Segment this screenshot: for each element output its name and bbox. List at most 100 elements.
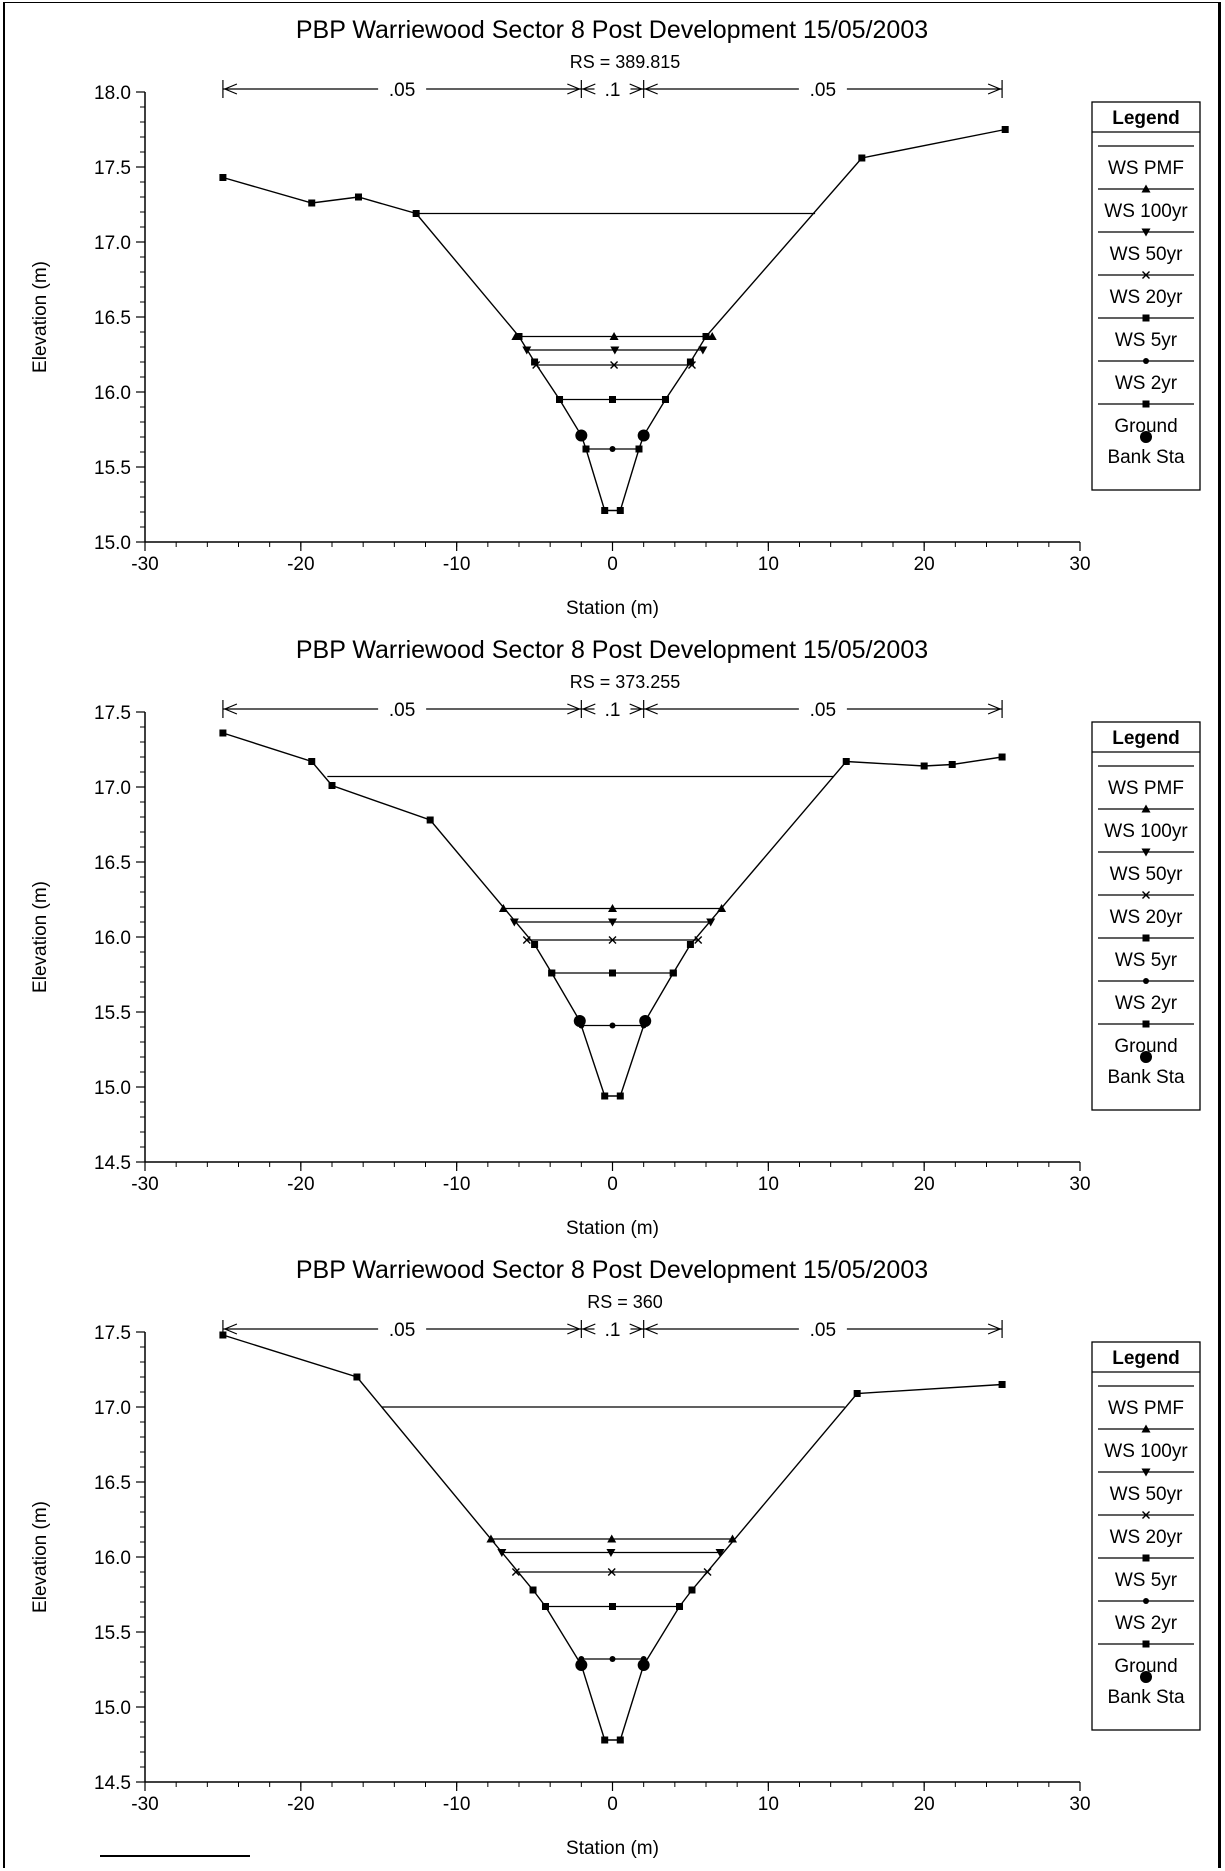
y-tick-label: 14.5 bbox=[94, 1153, 131, 1174]
y-tick-label: 17.0 bbox=[94, 778, 131, 799]
manning-n-label: .05 bbox=[810, 700, 836, 721]
legend-sample-marker bbox=[1140, 431, 1152, 443]
y-tick-label: 17.5 bbox=[94, 703, 131, 724]
legend-entry: Ground bbox=[1114, 416, 1177, 437]
ground-point bbox=[531, 941, 539, 948]
legend-sample-marker bbox=[1142, 1511, 1150, 1519]
manning-n-label: .1 bbox=[605, 700, 621, 721]
manning-arrow-left bbox=[644, 703, 658, 715]
manning-n-label: .05 bbox=[389, 80, 415, 101]
legend-sample-marker bbox=[1142, 934, 1150, 942]
y-tick-label: 15.5 bbox=[94, 458, 131, 479]
ground-point bbox=[541, 1603, 549, 1610]
legend-box bbox=[1091, 1341, 1201, 1731]
legend-entry: Bank Sta bbox=[1107, 1687, 1185, 1708]
x-tick-label: 30 bbox=[1069, 554, 1090, 575]
ground-point bbox=[601, 1736, 609, 1744]
legend-sample-marker bbox=[1143, 978, 1149, 984]
ground-point bbox=[842, 758, 850, 765]
ground-line bbox=[222, 1334, 1003, 1741]
x-tick-label: 30 bbox=[1069, 1794, 1090, 1815]
ground-point bbox=[616, 1736, 624, 1744]
legend-sample-marker bbox=[1140, 1051, 1152, 1063]
x-axis-label: Station (m) bbox=[566, 1838, 659, 1859]
manning-n-bar: .05 .1 .05 bbox=[222, 80, 1003, 101]
y-tick-label: 16.0 bbox=[94, 383, 131, 404]
ground-point bbox=[688, 1586, 696, 1594]
x-tick-label: 20 bbox=[914, 1794, 935, 1815]
ground-point bbox=[353, 1373, 361, 1381]
bank-station-marker bbox=[637, 429, 650, 442]
legend-entry: Ground bbox=[1114, 1036, 1177, 1057]
manning-n-label: .05 bbox=[810, 1320, 836, 1341]
x-tick-label: -20 bbox=[287, 1794, 314, 1815]
manning-arrow-right bbox=[987, 83, 1002, 95]
legend-sample-marker bbox=[1142, 891, 1150, 899]
x-axis-label: Station (m) bbox=[566, 1218, 659, 1239]
legend-sample-marker bbox=[1143, 358, 1149, 364]
x-tick-label: 10 bbox=[758, 1174, 779, 1195]
ws-marker bbox=[609, 332, 619, 340]
legend-entry: WS 5yr bbox=[1115, 950, 1178, 971]
y-axis-label: Elevation (m) bbox=[30, 261, 51, 373]
manning-arrow-right bbox=[629, 83, 644, 95]
figure-frame bbox=[3, 2, 1221, 1868]
manning-arrow-left bbox=[581, 703, 596, 715]
y-tick-label: 16.5 bbox=[94, 308, 131, 329]
footer-rule bbox=[100, 1855, 250, 1857]
ground-point bbox=[308, 758, 316, 765]
bank-station-marker bbox=[637, 1659, 650, 1671]
legend-sample-marker bbox=[1142, 400, 1150, 408]
bank-station-marker bbox=[575, 1659, 588, 1671]
legend-entry: WS 100yr bbox=[1104, 821, 1188, 842]
x-tick-label: -30 bbox=[131, 1174, 158, 1195]
y-tick-label: 16.0 bbox=[94, 928, 131, 949]
legend: Legend WS PMF WS 100yr WS 50yr WS 20yr WS 5yr… bbox=[1091, 1341, 1201, 1731]
y-tick-label: 17.0 bbox=[94, 1398, 131, 1419]
legend-title: Legend bbox=[1112, 728, 1180, 749]
manning-arrow-left bbox=[644, 83, 658, 95]
y-axis-label: Elevation (m) bbox=[30, 881, 51, 993]
legend-title: Legend bbox=[1112, 1348, 1180, 1369]
ws-marker bbox=[509, 918, 519, 927]
x-tick-label: -10 bbox=[443, 554, 470, 575]
chart-subtitle: RS = 389.815 bbox=[570, 52, 681, 72]
manning-arrow-left bbox=[644, 1323, 658, 1335]
x-tick-label: 10 bbox=[758, 1794, 779, 1815]
legend-entry: WS 20yr bbox=[1110, 287, 1184, 308]
ground-point bbox=[676, 1603, 684, 1610]
axes: 14.5 15.0 15.5 16.0 16.5 17.0 17.5 -30 -20 -10 0 10… bbox=[94, 1323, 1091, 1815]
legend-sample-marker bbox=[1141, 1468, 1151, 1477]
y-axis-label: Elevation (m) bbox=[30, 1501, 51, 1613]
manning-arrow-right bbox=[629, 1323, 644, 1335]
ws-marker bbox=[727, 1534, 737, 1543]
manning-n-label: .1 bbox=[605, 1320, 621, 1341]
cross-section-chart-1: PBP Warriewood Sector 8 Post Development… bbox=[30, 16, 1201, 619]
ground-point bbox=[998, 753, 1006, 761]
manning-arrow-right bbox=[987, 1323, 1002, 1335]
legend-entry: Bank Sta bbox=[1107, 447, 1185, 468]
ws-marker bbox=[609, 446, 616, 452]
x-tick-label: -20 bbox=[287, 554, 314, 575]
legend-entry: WS 100yr bbox=[1104, 201, 1188, 222]
y-tick-label: 16.5 bbox=[94, 853, 131, 874]
manning-arrow-left bbox=[581, 1323, 596, 1335]
ws-marker bbox=[511, 1568, 520, 1576]
x-tick-label: 20 bbox=[914, 554, 935, 575]
axes: 14.5 15.0 15.5 16.0 16.5 17.0 17.5 -30 -20 -10 0 10… bbox=[94, 703, 1091, 1195]
manning-n-bar: .05 .1 .05 bbox=[222, 1320, 1003, 1341]
legend-entry: WS 20yr bbox=[1110, 1527, 1184, 1548]
y-tick-label: 17.5 bbox=[94, 1323, 131, 1344]
manning-arrow-right bbox=[567, 703, 581, 715]
x-tick-label: 0 bbox=[607, 1794, 618, 1815]
chart-title: PBP Warriewood Sector 8 Post Development… bbox=[296, 1256, 928, 1284]
manning-n-label: .05 bbox=[810, 80, 836, 101]
ground-point bbox=[853, 1390, 861, 1397]
ground-point bbox=[412, 210, 420, 217]
ground-point bbox=[328, 782, 336, 789]
ground-point bbox=[515, 333, 523, 340]
legend-sample-marker bbox=[1141, 184, 1151, 193]
x-tick-label: 0 bbox=[607, 1174, 618, 1195]
ground-point bbox=[426, 816, 434, 824]
chart-title: PBP Warriewood Sector 8 Post Development… bbox=[296, 16, 928, 44]
